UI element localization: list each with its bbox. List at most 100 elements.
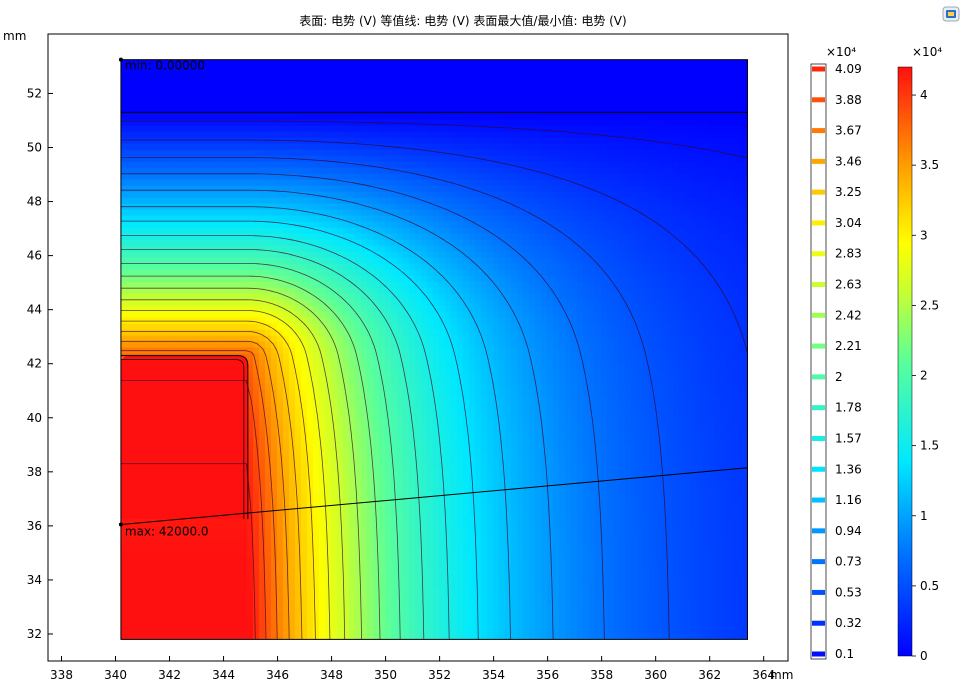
field-cell xyxy=(210,269,218,277)
field-cell xyxy=(270,323,278,331)
field-cell xyxy=(426,329,434,337)
field-cell xyxy=(186,335,194,343)
field-cell xyxy=(660,143,668,151)
field-cell xyxy=(630,197,638,205)
field-cell xyxy=(708,155,716,163)
field-cell xyxy=(408,191,416,199)
field-cell xyxy=(228,323,236,331)
field-cell xyxy=(426,167,434,175)
field-cell xyxy=(618,335,626,343)
field-cell xyxy=(348,209,356,217)
field-cell xyxy=(654,227,662,235)
field-cell xyxy=(456,119,464,127)
field-cell xyxy=(312,263,320,271)
field-cell xyxy=(516,161,524,169)
field-cell xyxy=(684,323,692,331)
field-cell xyxy=(174,335,182,343)
field-cell xyxy=(312,227,320,235)
field-cell xyxy=(402,161,410,169)
field-cell xyxy=(360,209,368,217)
field-cell xyxy=(690,161,698,169)
field-cell xyxy=(234,251,242,259)
field-cell xyxy=(456,287,464,295)
field-cell xyxy=(606,263,614,271)
field-cell xyxy=(462,329,470,337)
field-cell xyxy=(624,293,632,301)
field-cell xyxy=(294,329,302,337)
field-cell xyxy=(552,311,560,319)
field-cell xyxy=(360,113,368,121)
field-cell xyxy=(690,197,698,205)
field-cell xyxy=(420,203,428,211)
field-cell xyxy=(600,161,608,169)
field-cell xyxy=(132,113,140,121)
field-cell xyxy=(594,323,602,331)
field-cell xyxy=(336,149,344,157)
field-cell xyxy=(246,131,254,139)
field-cell xyxy=(288,329,296,337)
field-cell xyxy=(156,263,164,271)
field-cell xyxy=(348,131,356,139)
field-cell xyxy=(432,113,440,121)
field-cell xyxy=(474,161,482,169)
field-cell xyxy=(576,263,584,271)
field-cell xyxy=(642,239,650,247)
field-cell xyxy=(672,251,680,259)
field-cell xyxy=(582,287,590,295)
field-cell xyxy=(432,251,440,259)
field-cell xyxy=(732,179,740,187)
field-cell xyxy=(564,155,572,163)
field-cell xyxy=(282,155,290,163)
field-cell xyxy=(516,281,524,289)
field-cell xyxy=(186,281,194,289)
field-cell xyxy=(444,203,452,211)
field-cell xyxy=(504,221,512,229)
field-cell xyxy=(702,209,710,217)
field-cell xyxy=(522,245,530,253)
field-cell xyxy=(222,299,230,307)
field-cell xyxy=(366,143,374,151)
field-cell xyxy=(732,119,740,127)
field-cell xyxy=(252,167,260,175)
field-cell xyxy=(186,269,194,277)
field-cell xyxy=(408,149,416,157)
field-cell xyxy=(510,227,518,235)
field-cell xyxy=(330,191,338,199)
field-cell xyxy=(342,149,350,157)
field-cell xyxy=(438,329,446,337)
field-cell xyxy=(726,131,734,139)
field-cell xyxy=(156,323,164,331)
field-cell xyxy=(600,287,608,295)
y-tick-label: 34 xyxy=(27,573,42,587)
field-cell xyxy=(600,329,608,337)
field-cell xyxy=(126,215,134,223)
field-cell xyxy=(222,137,230,145)
field-cell xyxy=(684,173,692,181)
field-cell xyxy=(198,335,206,343)
field-cell xyxy=(138,209,146,217)
field-cell xyxy=(564,227,572,235)
field-cell xyxy=(264,293,272,301)
field-cell xyxy=(738,281,746,289)
field-cell xyxy=(408,299,416,307)
field-cell xyxy=(738,113,746,121)
field-cell xyxy=(654,311,662,319)
field-cell xyxy=(480,251,488,259)
field-cell xyxy=(180,329,188,337)
field-cell xyxy=(396,191,404,199)
field-cell xyxy=(492,161,500,169)
field-cell xyxy=(318,155,326,163)
field-cell xyxy=(522,233,530,241)
field-cell xyxy=(252,245,260,253)
y-tick-label: 44 xyxy=(27,303,42,317)
field-cell xyxy=(204,143,212,151)
field-cell xyxy=(474,173,482,181)
field-cell xyxy=(384,161,392,169)
field-cell xyxy=(534,185,542,193)
field-cell xyxy=(336,335,344,343)
field-cell xyxy=(372,287,380,295)
field-cell xyxy=(282,167,290,175)
field-cell xyxy=(360,263,368,271)
field-cell xyxy=(168,329,176,337)
field-cell xyxy=(660,227,668,235)
